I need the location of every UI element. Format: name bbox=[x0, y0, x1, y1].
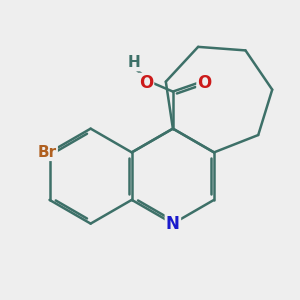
Text: O: O bbox=[139, 74, 153, 92]
Text: H: H bbox=[128, 55, 140, 70]
Text: O: O bbox=[198, 74, 212, 92]
Text: Br: Br bbox=[38, 145, 57, 160]
Text: N: N bbox=[166, 214, 180, 232]
